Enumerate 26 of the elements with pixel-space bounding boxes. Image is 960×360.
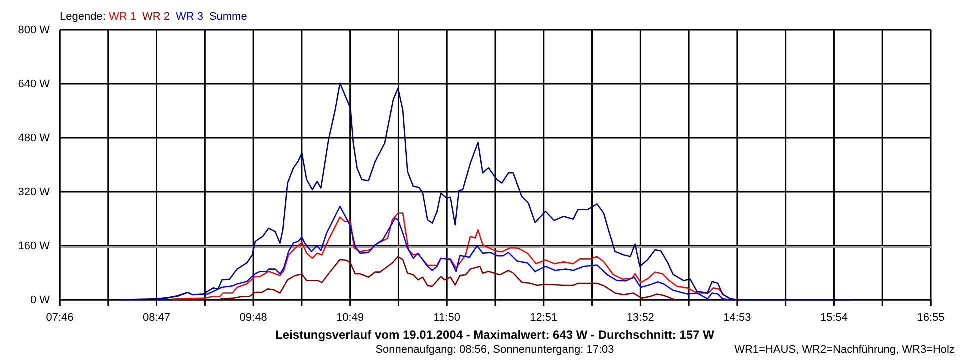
y-tick-label: 640 W — [18, 78, 51, 91]
x-tick-label: 09:48 — [240, 312, 268, 324]
text: Leistungsverlauf vom 19.01.2004 - Maximalwert: 643 W - Durchschnitt: 157 W — [276, 328, 716, 342]
text: WR 1 — [108, 11, 136, 23]
line-series — [220, 256, 676, 301]
x-tick-label: 16:55 — [917, 312, 945, 324]
line-series — [120, 82, 852, 301]
y-tick-label: 480 W — [18, 132, 51, 145]
y-tick-label: 160 W — [18, 240, 51, 253]
y-tick-label: 0 W — [30, 294, 51, 307]
y-tick-label: 800 W — [18, 24, 51, 37]
y-tick-label: 320 W — [18, 186, 51, 199]
x-tick-label: 10:49 — [336, 312, 364, 324]
x-tick-label: 08:47 — [143, 312, 171, 324]
x-tick-label: 11:50 — [434, 312, 460, 324]
x-tick-label: 12:51 — [530, 312, 558, 324]
x-tick-label: 14:53 — [724, 312, 752, 324]
text: WR 2 — [142, 11, 170, 23]
text: WR 3 — [176, 11, 204, 23]
text: WR1=HAUS, WR2=Nachführung, WR3=Holz — [734, 344, 955, 356]
x-tick-label: 15:54 — [820, 312, 848, 324]
legend-title: Legende: — [60, 11, 109, 23]
text: Sonnenaufgang: 08:56, Sonnenuntergang: 17:03 — [376, 344, 614, 356]
x-tick-label: 07:46 — [46, 312, 74, 324]
x-tick-label: 13:52 — [626, 312, 654, 324]
text: Summe — [209, 11, 248, 23]
